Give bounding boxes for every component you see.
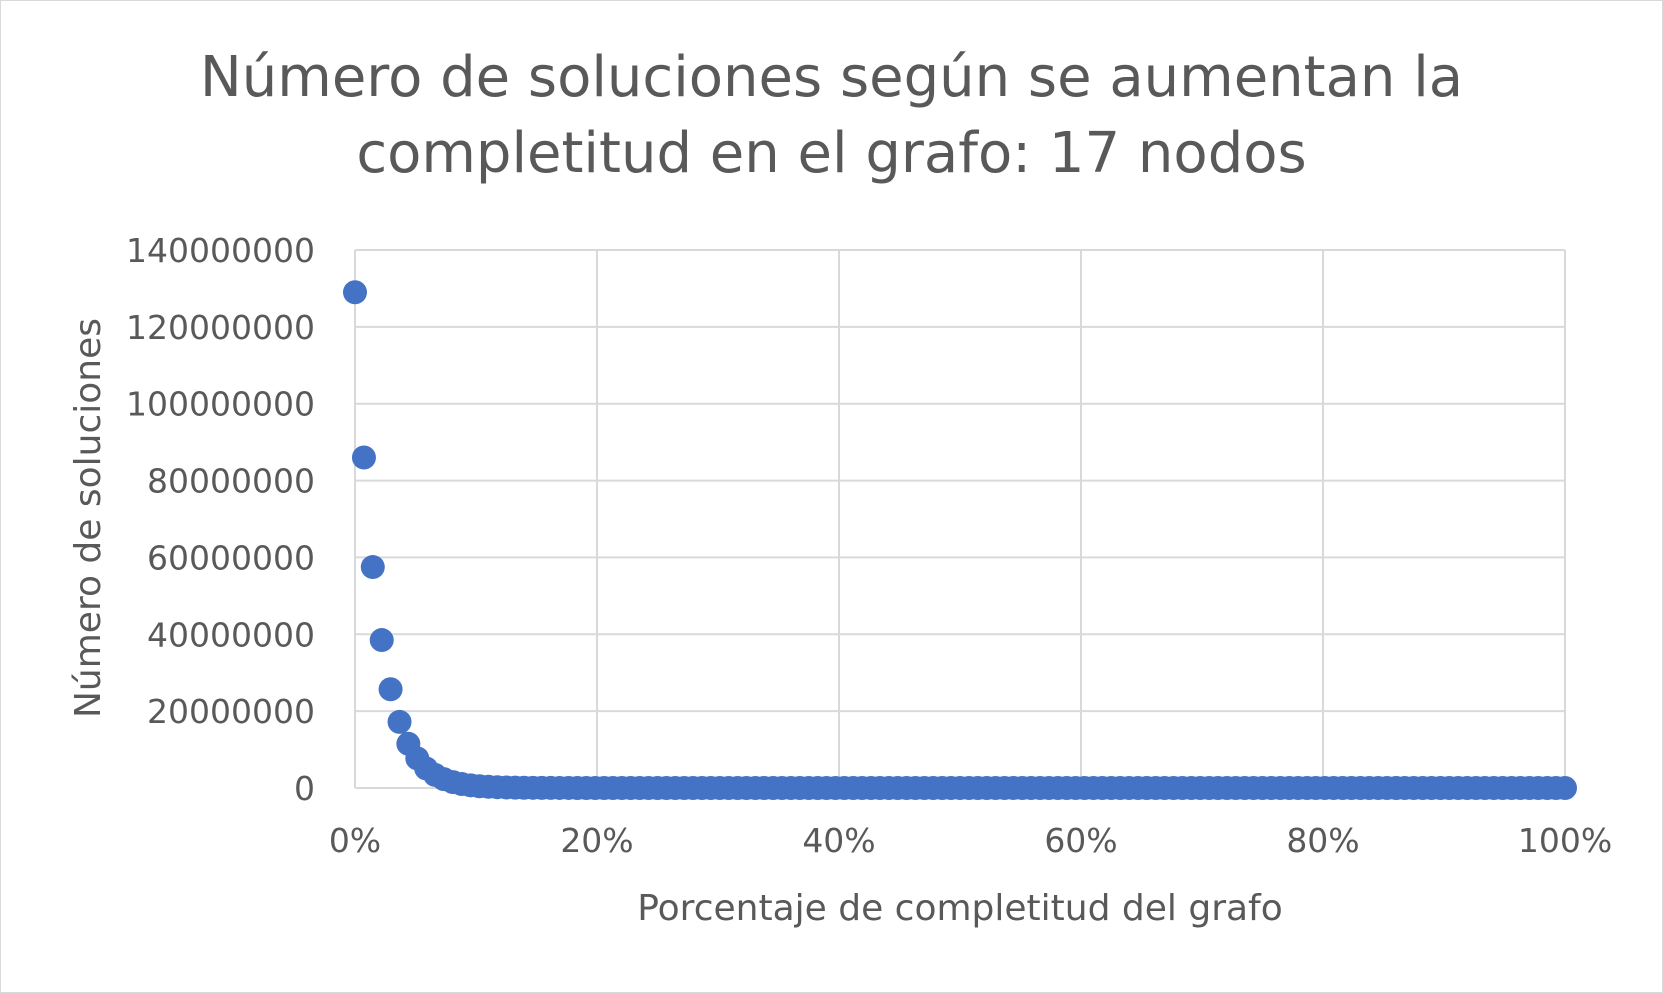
x-tick-label: 80% [1286,821,1359,860]
data-point [360,555,385,580]
x-tick-label: 20% [560,821,633,860]
chart-title: Número de soluciones según se aumentan l… [0,40,1663,192]
x-tick-label: 40% [802,821,875,860]
y-tick-label: 40000000 [147,615,315,654]
y-tick-label: 120000000 [126,308,315,347]
data-point [1553,776,1577,800]
chart-title-line-1: Número de soluciones según se aumentan l… [199,45,1464,110]
y-axis-ticks: 0 20000000 40000000 60000000 80000000 1000000… [126,231,315,808]
x-axis-title: Porcentaje de completitud del grafo [637,888,1283,929]
data-point [343,280,367,305]
data-point [387,709,412,734]
gridlines [354,249,1566,789]
x-axis-ticks: 0% 20% 40% 60% 80% 100% [329,821,1612,860]
x-tick-label: 60% [1044,821,1117,860]
y-tick-label: 100000000 [126,385,315,424]
y-axis-title: Número de soluciones [68,318,109,718]
chart-title-line-2: completitud en el grafo: 17 nodos [356,121,1307,186]
data-point [351,445,376,470]
y-tick-label: 80000000 [147,462,315,501]
y-tick-label: 0 [294,769,315,808]
data-points [343,280,1577,800]
data-point [369,628,394,653]
y-tick-label: 60000000 [147,538,315,577]
y-tick-label: 20000000 [147,692,315,731]
y-tick-label: 140000000 [126,231,315,270]
x-tick-label: 100% [1518,821,1612,860]
x-tick-label: 0% [329,821,381,860]
data-point [378,677,403,702]
